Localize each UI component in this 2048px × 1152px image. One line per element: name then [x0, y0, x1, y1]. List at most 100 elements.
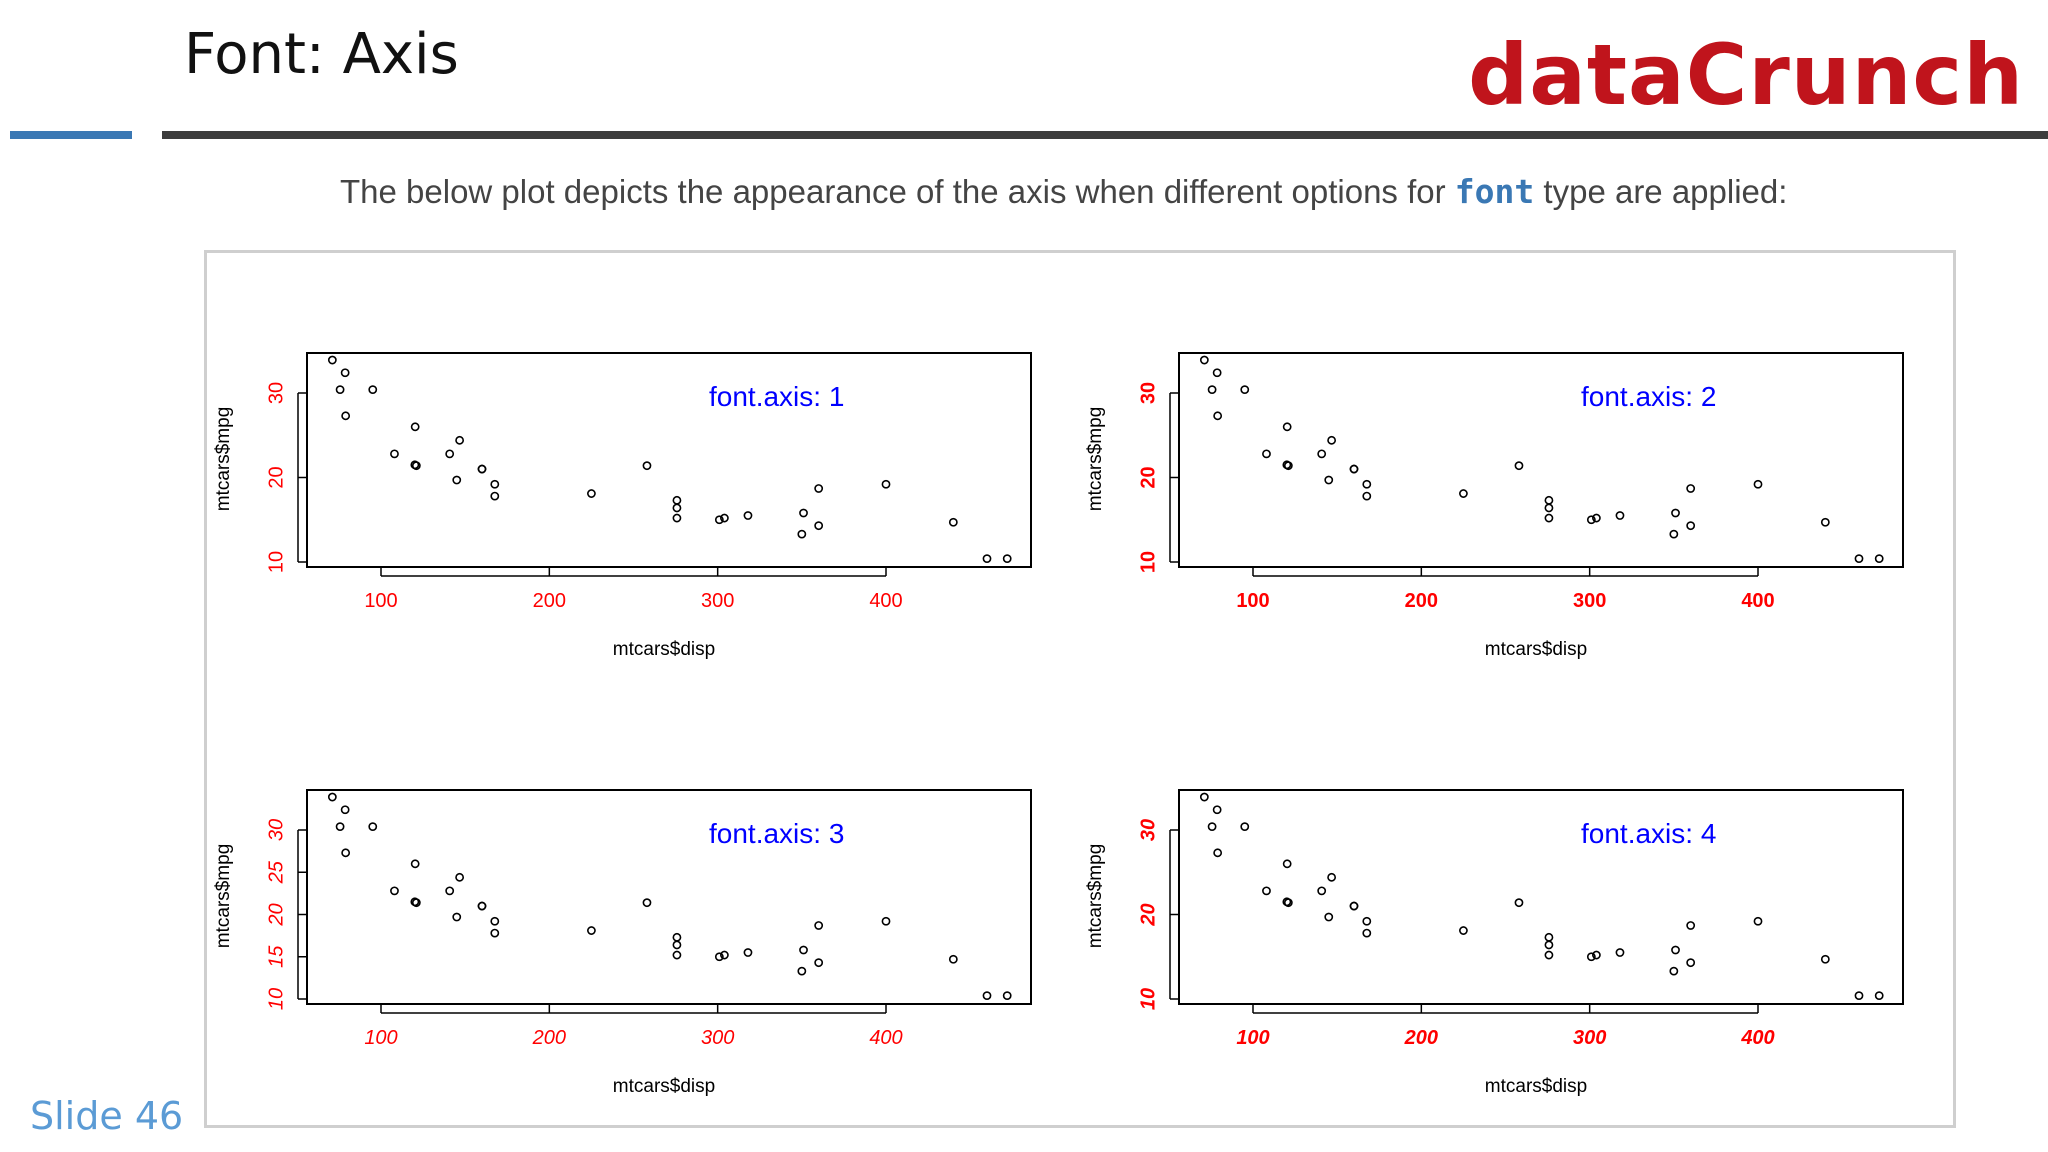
data-point: [1514, 898, 1524, 908]
data-point: [1586, 515, 1596, 525]
data-point: [1282, 859, 1292, 869]
data-point: [1282, 422, 1292, 432]
y-axis-label: mtcars$mpg: [1085, 844, 1106, 949]
data-point: [1212, 368, 1222, 378]
data-point: [814, 484, 824, 493]
data-point: [327, 792, 337, 802]
data-point: [672, 513, 682, 523]
data-point: [1820, 517, 1830, 527]
data-point: [814, 921, 824, 930]
data-point: [340, 368, 350, 378]
y-axis-label: mtcars$mpg: [1085, 407, 1106, 512]
x-tick-label: 100: [1236, 1027, 1269, 1049]
data-point: [390, 886, 399, 896]
data-point: [948, 517, 958, 527]
data-point: [714, 515, 724, 525]
plot-box: [1178, 352, 1904, 568]
data-point: [1002, 554, 1012, 564]
data-point: [587, 489, 596, 498]
data-point: [410, 422, 420, 432]
data-point: [335, 822, 345, 832]
data-point: [1362, 928, 1372, 938]
data-point: [1349, 464, 1359, 474]
data-point: [327, 355, 337, 365]
data-point: [1686, 484, 1696, 493]
y-tick-label: 10: [1137, 551, 1159, 573]
data-point: [455, 872, 465, 882]
data-point: [672, 503, 682, 513]
chart-panel-4: 100 200 300 400 10 20 30 mtcars$disp mtcars$mpg f…: [1085, 789, 1904, 1097]
data-point: [1362, 916, 1372, 926]
data-point: [341, 411, 351, 421]
data-point: [1207, 822, 1217, 832]
data-point: [1213, 848, 1223, 858]
y-tick-label: 20: [1137, 903, 1159, 926]
x-axis-label: mtcars$disp: [1485, 1076, 1587, 1097]
data-point: [1820, 954, 1830, 964]
data-point: [1327, 872, 1337, 882]
y-tick-label: 30: [1137, 382, 1159, 404]
chart-panel-2: 100 200 300 400 10 20 30 mtcars$disp mtcars$mpg f…: [1085, 352, 1904, 660]
annotation-label: font.axis: 3: [709, 818, 844, 849]
plot-grid: 100 200 300 400 10 20 30 mtcars$disp mtcars$mpg f…: [213, 352, 1904, 1097]
y-tick-label: 20: [1137, 466, 1159, 488]
y-tick-label: 30: [265, 382, 287, 404]
data-point: [714, 952, 724, 962]
data-point: [1669, 529, 1679, 539]
data-point: [1615, 511, 1625, 520]
intro-code-font: font: [1454, 172, 1535, 211]
data-point: [799, 945, 808, 955]
x-tick-label: 400: [869, 1027, 902, 1049]
intro-text-after: type are applied:: [1534, 173, 1788, 210]
data-point: [1199, 355, 1209, 365]
data-point: [1544, 932, 1554, 942]
data-point: [455, 435, 465, 445]
x-axis-label: mtcars$disp: [1485, 639, 1587, 660]
x-tick-label: 400: [869, 590, 902, 612]
slide-title: Font: Axis: [184, 22, 459, 87]
x-axis-label: mtcars$disp: [613, 1076, 715, 1097]
data-point: [1544, 495, 1554, 505]
x-axis-label: mtcars$disp: [613, 639, 715, 660]
data-point: [1544, 940, 1554, 950]
intro-text-before: The below plot depicts the appearance of…: [340, 173, 1455, 210]
data-point: [1207, 385, 1217, 395]
y-tick-label: 10: [1137, 988, 1159, 1010]
y-axis-label: mtcars$mpg: [213, 407, 234, 512]
x-tick-label: 100: [364, 590, 397, 612]
data-point: [1854, 554, 1864, 564]
data-point: [720, 950, 729, 960]
x-tick-label: 300: [701, 1027, 734, 1049]
data-point: [411, 461, 421, 471]
data-point: [881, 479, 891, 489]
data-point: [1753, 916, 1763, 926]
data-point: [452, 912, 462, 922]
y-tick-label: 30: [265, 819, 287, 841]
data-point: [1544, 950, 1554, 960]
data-point: [490, 479, 500, 489]
title-rule-accent: [10, 131, 132, 139]
data-point: [743, 948, 753, 957]
data-point: [1686, 921, 1696, 930]
y-tick-label: 30: [1137, 819, 1159, 841]
y-tick-label: 20: [265, 466, 287, 488]
data-point: [797, 529, 807, 539]
chart-panel-3: 100 200 300 400 10 15 20 25 30 mtcars$disp mtcars$…: [213, 789, 1032, 1097]
data-point: [1459, 489, 1468, 498]
x-tick-label: 300: [1573, 590, 1606, 612]
x-tick-label: 100: [1236, 590, 1269, 612]
data-point: [1262, 886, 1271, 896]
y-tick-label: 15: [265, 945, 287, 968]
data-point: [797, 966, 807, 976]
data-point: [390, 449, 399, 459]
data-point: [1199, 792, 1209, 802]
plot-box: [306, 789, 1032, 1005]
y-tick-label: 10: [265, 988, 287, 1010]
data-point: [720, 513, 729, 523]
data-point: [368, 822, 378, 832]
data-point: [948, 954, 958, 964]
data-point: [410, 859, 420, 869]
data-point: [445, 449, 455, 459]
data-point: [1544, 513, 1554, 523]
data-point: [982, 554, 992, 564]
